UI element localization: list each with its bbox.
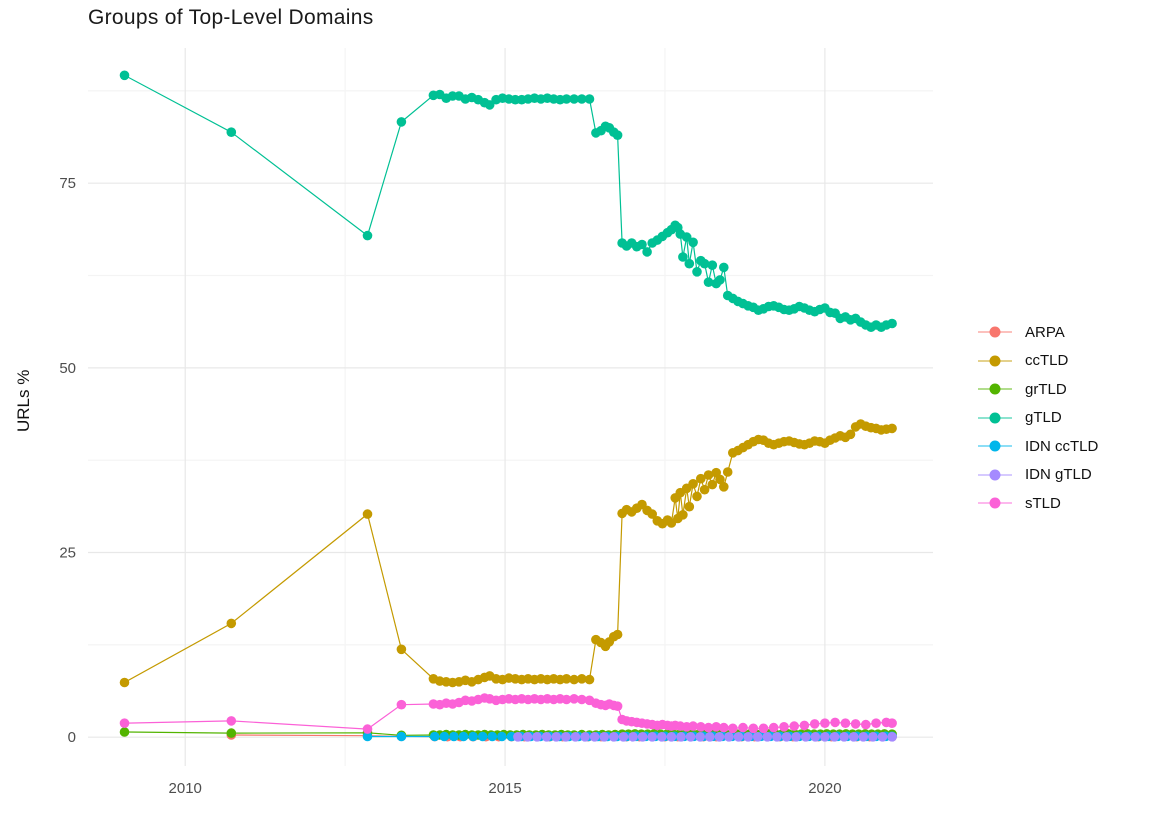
legend-item-cctld: ccTLD <box>978 347 1098 376</box>
svg-text:25: 25 <box>59 545 76 562</box>
legend: ARPA ccTLD grTLD gTLD IDN ccTLD IDN gTLD sTLD <box>978 318 1098 518</box>
y-axis-title: URLs % <box>14 369 33 432</box>
x-axis-labels: 2010 2015 2020 <box>169 780 842 797</box>
legend-item-grtld: grTLD <box>978 375 1098 404</box>
legend-key-icon <box>978 411 1012 425</box>
series-cctld <box>119 419 897 688</box>
legend-key-icon <box>978 468 1012 482</box>
chart-title: Groups of Top-Level Domains <box>88 6 374 29</box>
series-idn-gtld <box>513 732 897 742</box>
series-gtld <box>119 70 897 333</box>
legend-label: sTLD <box>1025 494 1061 512</box>
legend-item-stld: sTLD <box>978 489 1098 518</box>
svg-text:2015: 2015 <box>488 780 521 797</box>
svg-text:75: 75 <box>59 175 76 192</box>
legend-label: ccTLD <box>1025 352 1069 370</box>
grid-minor <box>88 48 933 766</box>
legend-item-idn-gtld: IDN gTLD <box>978 461 1098 490</box>
svg-text:50: 50 <box>59 360 76 377</box>
series-stld <box>119 693 897 734</box>
legend-label: gTLD <box>1025 409 1062 427</box>
legend-label: ARPA <box>1025 323 1065 341</box>
legend-item-arpa: ARPA <box>978 318 1098 347</box>
legend-key-icon <box>978 325 1012 339</box>
legend-key-icon <box>978 382 1012 396</box>
svg-text:2020: 2020 <box>808 780 841 797</box>
legend-label: grTLD <box>1025 380 1067 398</box>
legend-key-icon <box>978 354 1012 368</box>
svg-text:2010: 2010 <box>169 780 202 797</box>
legend-item-gtld: gTLD <box>978 404 1098 433</box>
svg-text:0: 0 <box>68 729 76 746</box>
legend-key-icon <box>978 496 1012 510</box>
legend-item-idn-cctld: IDN ccTLD <box>978 432 1098 461</box>
grid-major <box>88 48 933 766</box>
y-axis-labels: 0 25 50 75 <box>59 175 76 746</box>
legend-label: IDN gTLD <box>1025 466 1092 484</box>
legend-key-icon <box>978 439 1012 453</box>
legend-label: IDN ccTLD <box>1025 437 1099 455</box>
